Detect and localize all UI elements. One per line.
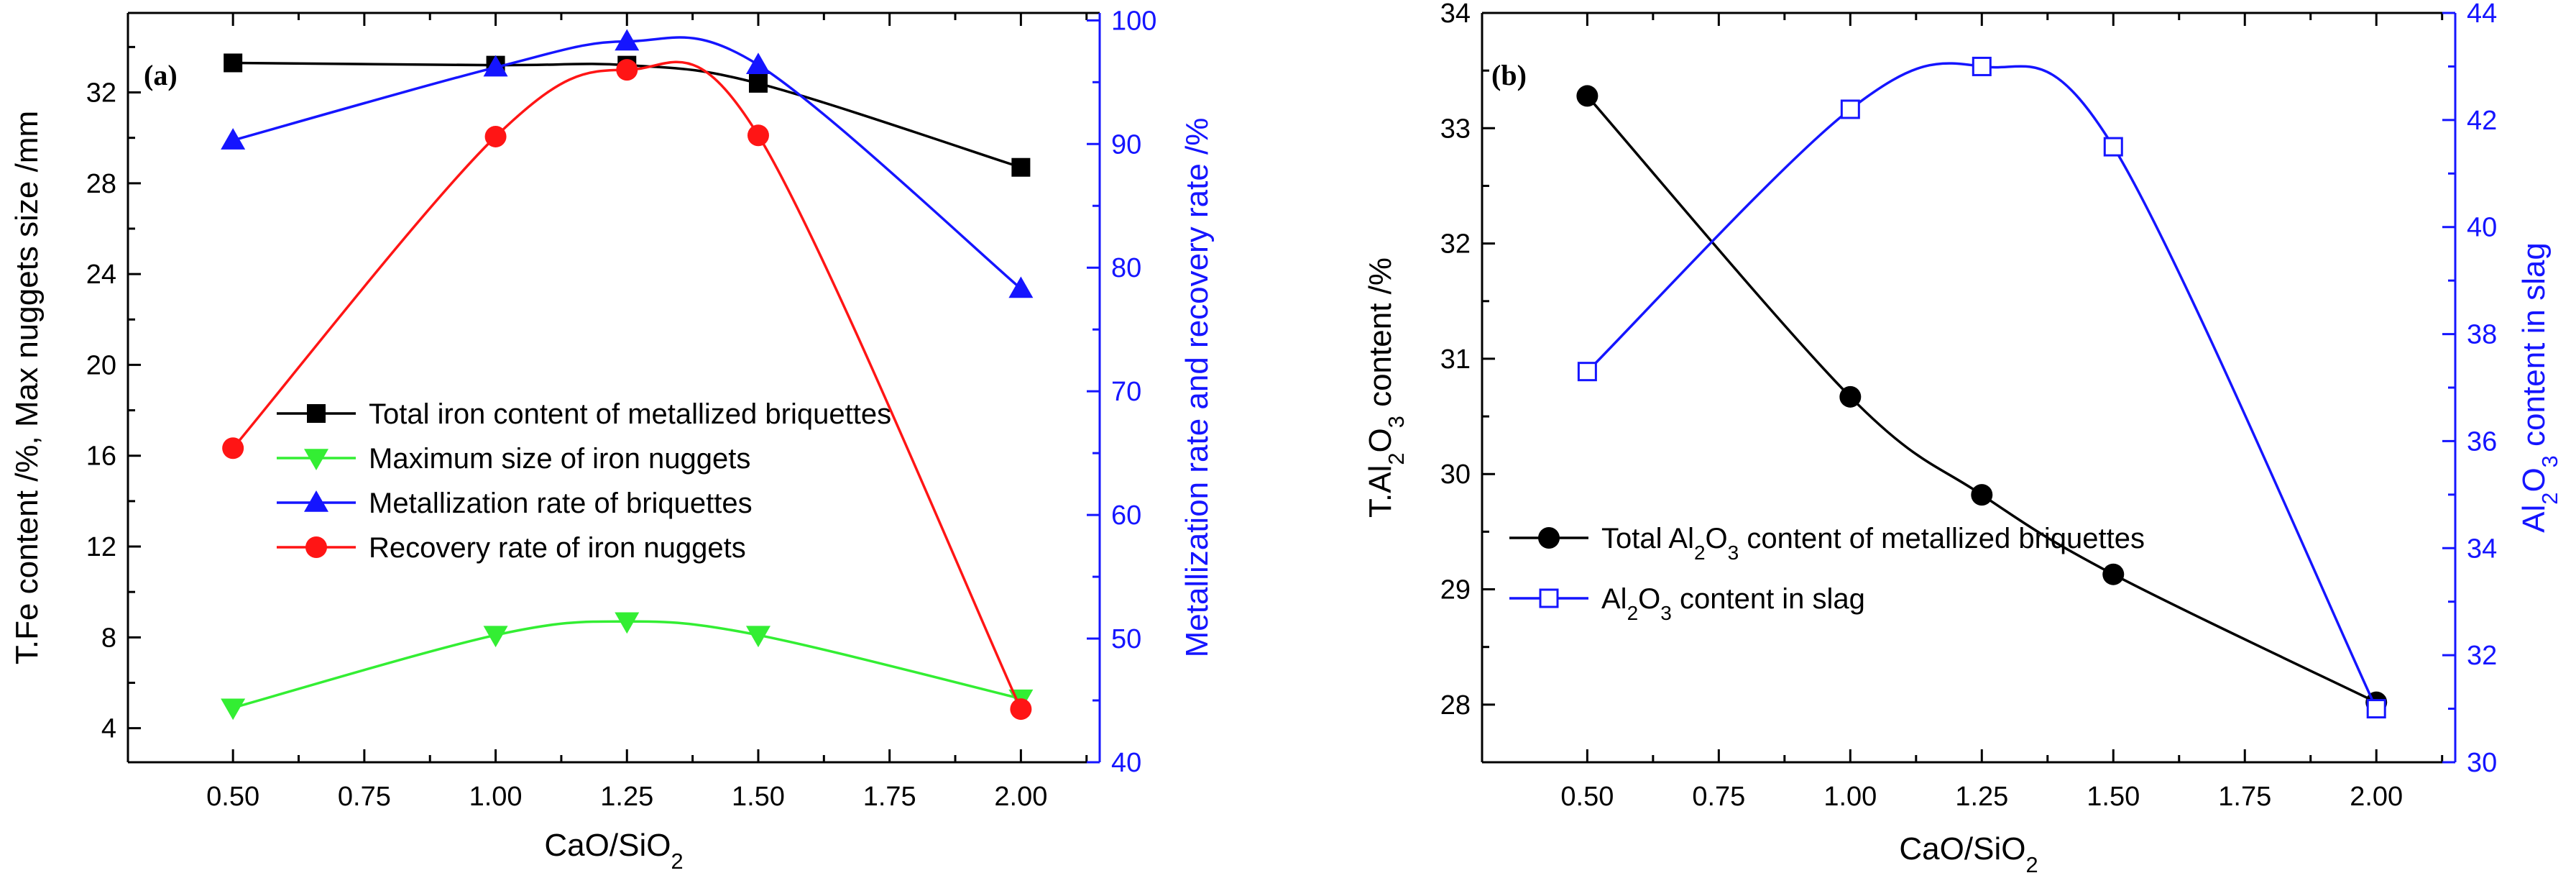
- y-axis-label: T.Fe content /%, Max nuggets size /mm: [9, 111, 45, 664]
- data-point-s0-1: [1839, 385, 1862, 408]
- y-axis-label: T.Al2O3 content /%: [1363, 257, 1409, 518]
- data-point-s3-2: [616, 59, 638, 81]
- legend-label-0: Total Al2O3 content of metallized brique…: [1601, 523, 2145, 564]
- x-axis-label: CaO/SiO2: [544, 828, 683, 874]
- data-point-s3-0: [222, 437, 244, 460]
- data-point-s1-2: [1972, 56, 1992, 76]
- x-axis-label: CaO/SiO2: [1899, 831, 2038, 877]
- x-tick-label: 1.25: [1955, 782, 2008, 812]
- data-point-s0-3: [748, 73, 768, 93]
- x-tick-label: 0.75: [338, 782, 391, 812]
- y2-tick-label: 40: [1111, 748, 1141, 778]
- y-tick-label: 33: [1440, 114, 1471, 144]
- data-point-s0-0: [1576, 85, 1598, 107]
- x-tick-label: 1.00: [469, 782, 523, 812]
- data-point-s0-0: [224, 53, 243, 73]
- x-tick-label: 0.50: [206, 782, 259, 812]
- y2-tick-label: 80: [1111, 253, 1141, 283]
- y2-tick-label: 70: [1111, 377, 1141, 407]
- panel-label: (b): [1491, 59, 1527, 91]
- y2-tick-label: 100: [1111, 6, 1156, 36]
- y-tick-label: 30: [1440, 460, 1471, 490]
- data-point-s3-1: [484, 125, 507, 147]
- chart-panel-1: 0.50 0.75 1.00 1.25 1.50 1.75 2.00 28 29 30 31 32 33…: [1363, 0, 2562, 877]
- y2-tick-label: 44: [2467, 0, 2497, 29]
- legend-label-2: Metallization rate of briquettes: [369, 488, 753, 519]
- y2-tick-label: 30: [2467, 748, 2497, 778]
- data-point-s1-0: [1577, 362, 1597, 382]
- legend-label-1: Al2O3 content in slag: [1601, 583, 1865, 624]
- data-point-s2-0: [221, 128, 246, 150]
- x-tick-label: 2.00: [2350, 782, 2403, 812]
- x-tick-label: 0.50: [1560, 782, 1614, 812]
- data-point-s0-3: [2102, 563, 2125, 585]
- y2-tick-label: 40: [2467, 213, 2497, 243]
- legend-marker-0: [307, 404, 326, 423]
- data-point-s1-2: [615, 612, 640, 634]
- legend-marker-0: [1538, 527, 1560, 549]
- data-point-s1-1: [483, 626, 508, 648]
- y2-tick-label: 42: [2467, 106, 2497, 136]
- y2-tick-label: 38: [2467, 320, 2497, 350]
- series-line-1: [1586, 62, 2378, 710]
- y-tick-label: 29: [1440, 575, 1471, 605]
- y-tick-label: 28: [86, 169, 116, 199]
- x-tick-label: 2.00: [994, 782, 1047, 812]
- y-tick-label: 34: [1440, 0, 1471, 29]
- x-tick-label: 1.25: [600, 782, 653, 812]
- y-tick-label: 32: [86, 78, 116, 109]
- x-tick-label: 1.50: [732, 782, 785, 812]
- data-point-s1-1: [1840, 99, 1860, 119]
- legend-marker-3: [305, 536, 327, 558]
- y2-tick-label: 60: [1111, 500, 1141, 531]
- legend-marker-1: [304, 449, 328, 470]
- x-tick-label: 0.75: [1692, 782, 1745, 812]
- y2-tick-label: 50: [1111, 624, 1141, 654]
- data-point-s3-3: [747, 124, 769, 147]
- y-tick-label: 32: [1440, 229, 1471, 260]
- y-tick-label: 28: [1440, 690, 1471, 721]
- y-tick-label: 31: [1440, 344, 1471, 375]
- legend-label-3: Recovery rate of iron nuggets: [369, 532, 746, 564]
- y-tick-label: 24: [86, 260, 116, 290]
- data-point-s3-4: [1010, 698, 1032, 721]
- x-tick-label: 1.50: [2087, 782, 2140, 812]
- series-line-1: [232, 620, 1021, 709]
- y-tick-label: 8: [101, 623, 116, 653]
- panel-label: (a): [144, 59, 178, 91]
- series-line-3: [231, 60, 1022, 710]
- x-tick-label: 1.00: [1823, 782, 1877, 812]
- legend-marker-2: [304, 490, 328, 512]
- y2-tick-label: 34: [2467, 534, 2497, 564]
- data-point-s2-2: [615, 29, 640, 51]
- data-point-s0-2: [1971, 484, 1993, 506]
- data-point-s1-0: [221, 698, 246, 721]
- y-tick-label: 16: [86, 442, 116, 472]
- data-point-s1-4: [2366, 699, 2386, 719]
- data-point-s2-3: [745, 52, 770, 74]
- y2-tick-label: 32: [2467, 641, 2497, 671]
- y-tick-label: 12: [86, 532, 116, 562]
- x-tick-label: 1.75: [863, 782, 916, 812]
- legend-label-1: Maximum size of iron nuggets: [369, 443, 750, 475]
- data-point-s2-4: [1008, 276, 1034, 298]
- data-point-s1-3: [745, 626, 770, 648]
- data-point-s0-4: [1011, 157, 1031, 177]
- y-tick-label: 20: [86, 350, 116, 380]
- y-tick-label: 4: [101, 714, 116, 744]
- x-tick-label: 1.75: [2218, 782, 2271, 812]
- y2-axis-label: Metallization rate and recovery rate /%: [1179, 118, 1215, 658]
- legend-label-0: Total iron content of metallized briquet…: [369, 398, 891, 430]
- y2-tick-label: 90: [1111, 129, 1141, 160]
- data-point-s1-3: [2103, 137, 2123, 157]
- y2-axis-label: Al2O3 content in slag: [2516, 242, 2562, 533]
- y2-tick-label: 36: [2467, 426, 2497, 457]
- chart-panel-0: 0.50 0.75 1.00 1.25 1.50 1.75 2.00 4 8 12 16 20 24 28…: [9, 6, 1215, 873]
- data-point-s2-1: [483, 55, 508, 77]
- legend-marker-1: [1539, 588, 1559, 608]
